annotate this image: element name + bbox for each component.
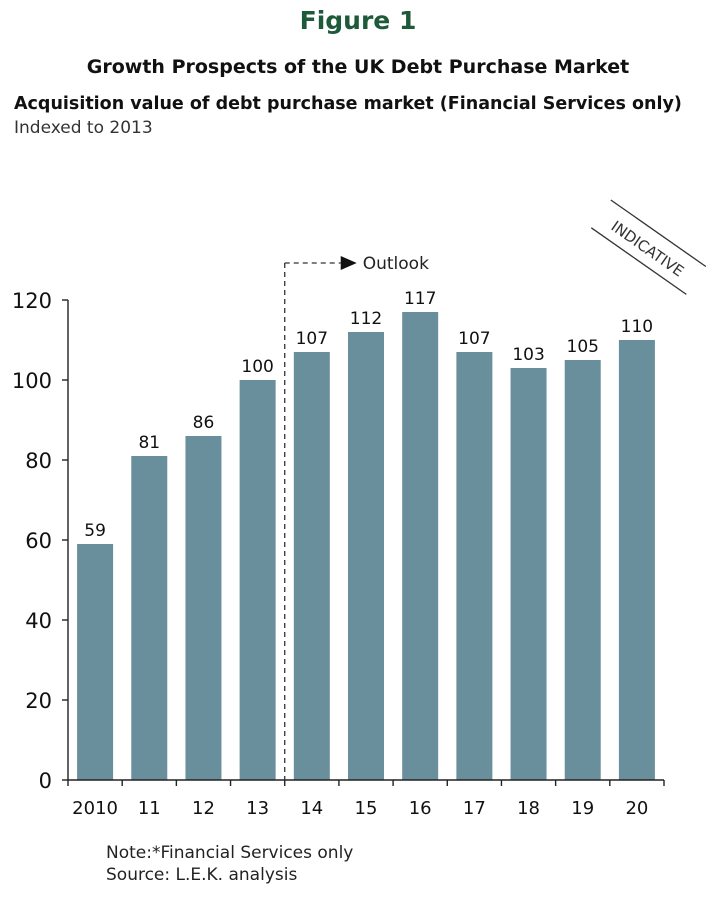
value-label-16: 117 <box>404 289 436 309</box>
value-label-14: 107 <box>296 329 328 349</box>
stamp-bottom-rule <box>590 227 687 295</box>
figure-label: Figure 1 <box>299 6 417 35</box>
y-tick-label: 80 <box>25 449 52 473</box>
y-tick-label: 100 <box>12 369 52 393</box>
bar-11 <box>131 456 168 780</box>
y-tick-label: 20 <box>25 689 52 713</box>
category-label-19: 19 <box>571 798 594 819</box>
y-tick-label: 40 <box>25 609 52 633</box>
value-label-17: 107 <box>458 329 490 349</box>
outlook-arrow-head <box>340 256 357 270</box>
x-axis: 2010 11 12 13 14 15 16 17 18 19 20 <box>67 779 665 819</box>
category-label-11: 11 <box>138 798 161 819</box>
bar-20 <box>618 340 655 780</box>
value-label-19: 105 <box>567 337 599 357</box>
value-label-11: 81 <box>138 433 160 453</box>
y-tick-label: 0 <box>39 769 52 793</box>
category-label-2010: 2010 <box>72 798 118 819</box>
value-label-15: 112 <box>350 309 382 329</box>
y-tick-label: 120 <box>12 289 52 313</box>
chart-subtitle: Acquisition value of debt purchase marke… <box>14 94 682 114</box>
value-label-12: 86 <box>193 413 215 433</box>
bar-12 <box>185 436 222 780</box>
y-axis: 0 20 40 60 80 100 120 <box>12 289 69 793</box>
bar-15 <box>348 332 384 780</box>
value-label-13: 100 <box>241 357 273 377</box>
bar-17 <box>456 352 493 780</box>
category-label-20: 20 <box>625 798 648 819</box>
note-text: Note:*Financial Services only <box>106 843 354 863</box>
bar-18 <box>510 368 547 780</box>
outlook-marker: Outlook <box>284 254 429 780</box>
footnotes: Note:*Financial Services only Source: L.… <box>106 842 353 886</box>
indicative-stamp: INDICATIVE <box>590 199 707 295</box>
category-label-18: 18 <box>517 798 540 819</box>
stamp-label: INDICATIVE <box>608 217 688 280</box>
stamp-top-rule <box>610 199 707 268</box>
category-label-15: 15 <box>355 798 378 819</box>
bar-group <box>77 312 655 780</box>
source-text: Source: L.E.K. analysis <box>106 865 298 885</box>
bar-16 <box>402 312 439 780</box>
bar-19 <box>564 360 601 780</box>
value-label-20: 110 <box>621 317 653 337</box>
bar-2010 <box>77 544 114 780</box>
value-label-group: 59 81 86 100 107 112 117 107 103 105 110 <box>84 289 653 541</box>
chart-title: Growth Prospects of the UK Debt Purchase… <box>86 56 630 78</box>
value-label-2010: 59 <box>84 521 106 541</box>
value-label-18: 103 <box>512 345 544 365</box>
y-tick-label: 60 <box>25 529 52 553</box>
category-label-12: 12 <box>192 798 215 819</box>
category-label-17: 17 <box>463 798 486 819</box>
bar-13 <box>239 380 276 780</box>
outlook-label: Outlook <box>363 254 429 274</box>
bar-14 <box>293 352 330 780</box>
category-label-13: 13 <box>246 798 269 819</box>
chart-subtitle-index: Indexed to 2013 <box>14 118 153 138</box>
category-label-16: 16 <box>409 798 432 819</box>
category-label-14: 14 <box>300 798 323 819</box>
